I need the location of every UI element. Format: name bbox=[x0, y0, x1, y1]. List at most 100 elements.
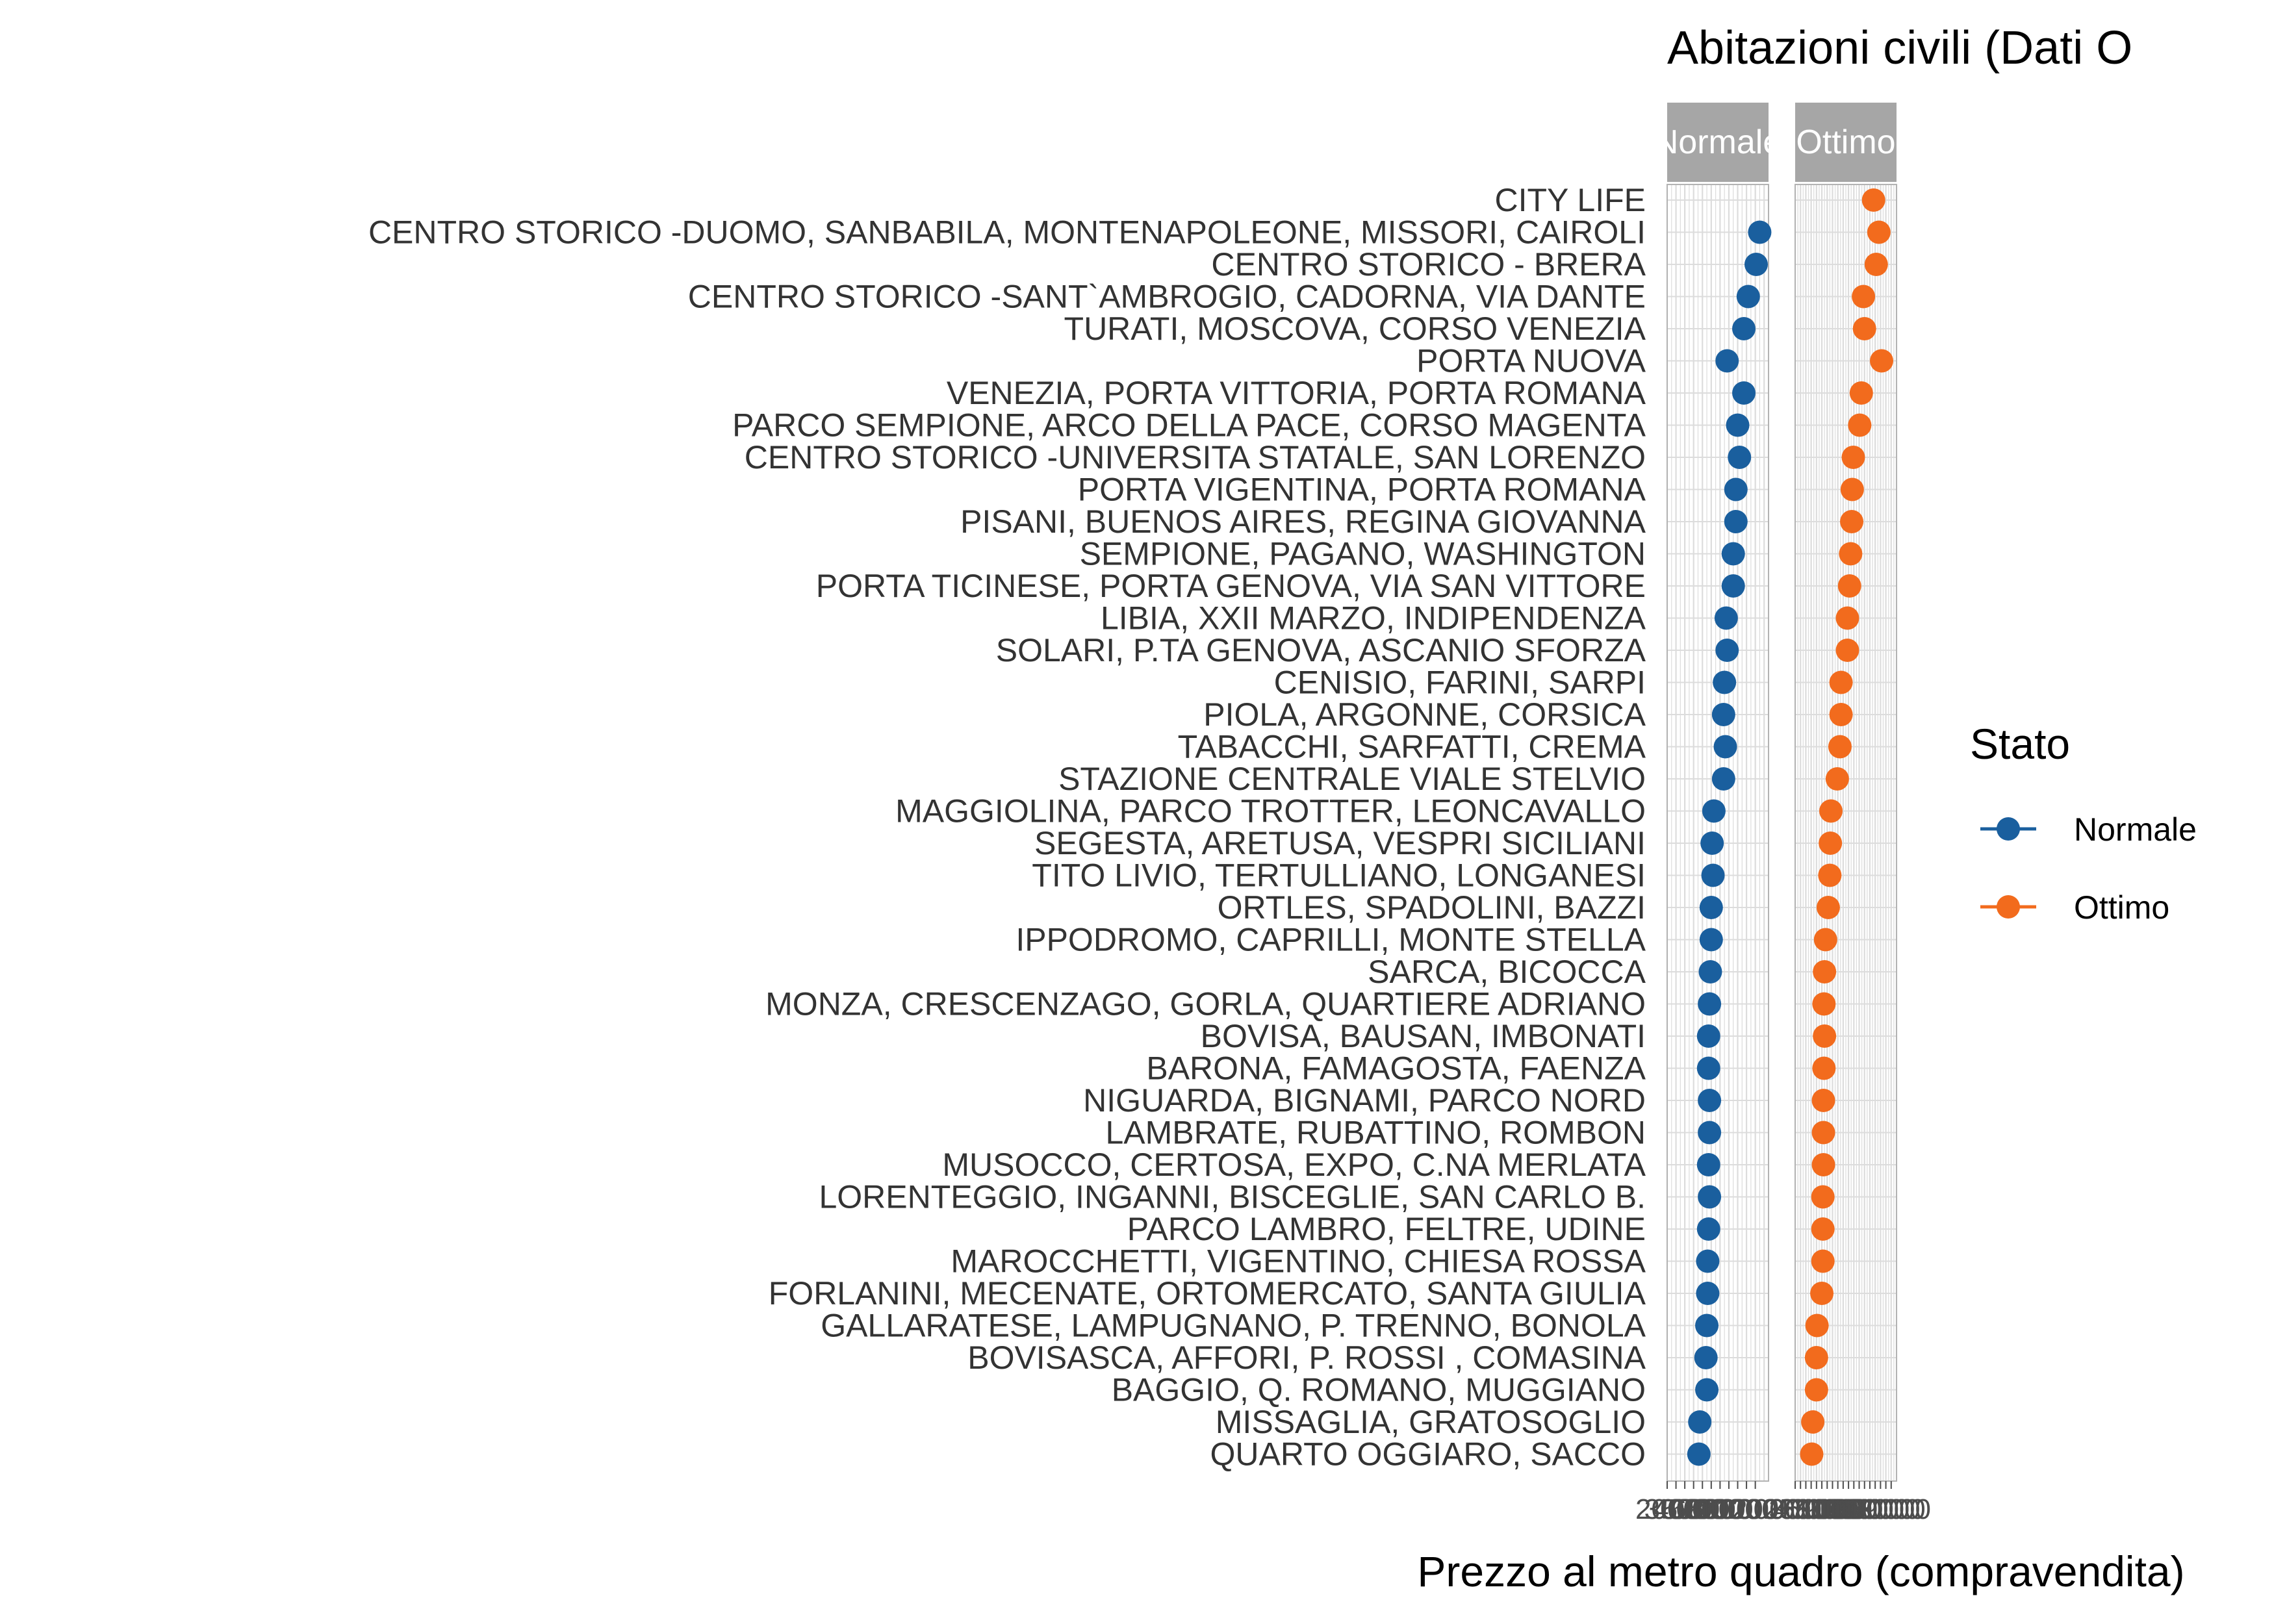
category-label: CENTRO STORICO - BRERA bbox=[1211, 246, 1646, 283]
data-point bbox=[1811, 1249, 1835, 1273]
data-point bbox=[1715, 349, 1739, 373]
x-tick-label: 9000 bbox=[1697, 1493, 1761, 1525]
category-label: VENEZIA, PORTA VITTORIA, PORTA ROMANA bbox=[947, 375, 1646, 411]
data-point bbox=[1861, 188, 1885, 212]
data-point bbox=[1848, 413, 1872, 437]
x-tick-label: 3000 bbox=[1769, 1493, 1832, 1525]
data-point bbox=[1698, 1089, 1722, 1112]
x-tick-label: 15000 bbox=[1825, 1493, 1904, 1525]
data-point bbox=[1840, 510, 1864, 533]
data-point bbox=[1819, 831, 1843, 855]
data-point bbox=[1811, 1185, 1835, 1209]
x-tick-label: 12000 bbox=[1809, 1493, 1888, 1525]
data-point bbox=[1816, 896, 1840, 919]
data-point bbox=[1825, 767, 1849, 791]
data-point bbox=[1813, 960, 1837, 983]
data-point bbox=[1805, 1313, 1829, 1338]
legend-key-dot bbox=[1997, 895, 2020, 919]
data-point bbox=[1867, 220, 1891, 244]
category-label: BAGGIO, Q. ROMANO, MUGGIANO bbox=[1112, 1372, 1646, 1408]
panel-border bbox=[1667, 184, 1769, 1482]
x-tick-label: 18000 bbox=[1841, 1493, 1920, 1525]
category-label: CENTRO STORICO -SANT`AMBROGIO, CADORNA, … bbox=[688, 279, 1646, 315]
data-point bbox=[1828, 735, 1852, 759]
data-point bbox=[1711, 703, 1735, 726]
category-label: MONZA, CRESCENZAGO, GORLA, QUARTIERE ADR… bbox=[765, 986, 1646, 1022]
category-label: MAROCCHETTI, VIGENTINO, CHIESA ROSSA bbox=[951, 1243, 1646, 1280]
data-point bbox=[1721, 574, 1745, 598]
data-point bbox=[1688, 1410, 1712, 1434]
x-tick-label: 8000 bbox=[1795, 1493, 1859, 1525]
x-tick-label: 9000 bbox=[1801, 1493, 1865, 1525]
facet-strip-label: Ottimo bbox=[1796, 123, 1895, 161]
data-point bbox=[1811, 1121, 1835, 1145]
data-point bbox=[1864, 253, 1888, 276]
data-point bbox=[1835, 606, 1859, 630]
x-tick-label: 3000 bbox=[1644, 1493, 1708, 1525]
data-point bbox=[1811, 1089, 1835, 1112]
x-tick-label: 8000 bbox=[1688, 1493, 1752, 1525]
category-label: TABACCHI, SARFATTI, CREMA bbox=[1178, 729, 1646, 765]
category-label: BARONA, FAMAGOSTA, FAENZA bbox=[1146, 1050, 1646, 1087]
legend-title: Stato bbox=[1970, 720, 2070, 768]
x-tick-label: 11000 bbox=[1804, 1493, 1882, 1525]
data-point bbox=[1687, 1442, 1711, 1466]
category-label: TURATI, MOSCOVA, CORSO VENEZIA bbox=[1064, 311, 1646, 347]
data-point bbox=[1810, 1282, 1834, 1305]
x-axis-title: Prezzo al metro quadro (compravendita) bbox=[1417, 1547, 2184, 1595]
category-label: CITY LIFE bbox=[1495, 182, 1646, 218]
x-tick-label: 19000 bbox=[1846, 1493, 1925, 1525]
facet-strip-bg bbox=[1795, 103, 1897, 182]
x-tick-label: 7000 bbox=[1790, 1493, 1854, 1525]
data-point bbox=[1852, 317, 1876, 340]
data-point bbox=[1714, 606, 1738, 630]
facet-strip-bg bbox=[1667, 103, 1769, 182]
data-point bbox=[1829, 703, 1853, 726]
facet-strip-ottimo: Ottimo bbox=[1795, 103, 1897, 182]
panel-border bbox=[1795, 184, 1897, 1482]
x-tick-label: 7000 bbox=[1680, 1493, 1743, 1525]
x-tick-label: 13000 bbox=[1814, 1493, 1893, 1525]
data-point bbox=[1699, 928, 1723, 952]
data-point bbox=[1835, 639, 1859, 662]
x-tick-label: 16000 bbox=[1830, 1493, 1910, 1525]
data-point bbox=[1696, 1282, 1720, 1305]
category-label: CENISIO, FARINI, SARPI bbox=[1274, 665, 1646, 701]
category-label: CENTRO STORICO -DUOMO, SANBABILA, MONTEN… bbox=[368, 214, 1646, 251]
data-point bbox=[1732, 317, 1756, 340]
x-tick-label: 5000 bbox=[1780, 1493, 1843, 1525]
x-tick-label: 17000 bbox=[1835, 1493, 1915, 1525]
data-point bbox=[1829, 670, 1853, 694]
x-tick-label: 4000 bbox=[1774, 1493, 1837, 1525]
data-point bbox=[1813, 928, 1837, 952]
data-point bbox=[1713, 735, 1737, 759]
x-tick-label: 12000 bbox=[1715, 1493, 1795, 1525]
x-tick-label: 14000 bbox=[1819, 1493, 1898, 1525]
legend-key-dot bbox=[1997, 817, 2020, 841]
category-label: LIBIA, XXII MARZO, INDIPENDENZA bbox=[1101, 600, 1646, 637]
x-tick-labels: 2000300040005000600070008000900010000110… bbox=[1635, 1481, 1931, 1525]
data-point bbox=[1696, 1249, 1720, 1273]
data-point bbox=[1715, 639, 1739, 662]
category-label: SEGESTA, ARETUSA, VESPRI SICILIANI bbox=[1034, 825, 1646, 861]
data-point bbox=[1841, 446, 1865, 469]
data-point bbox=[1837, 574, 1861, 598]
data-point bbox=[1804, 1378, 1828, 1402]
category-label: QUARTO OGGIARO, SACCO bbox=[1210, 1436, 1646, 1473]
category-label: ORTLES, SPADOLINI, BAZZI bbox=[1218, 889, 1646, 926]
data-point bbox=[1696, 1217, 1720, 1241]
data-point bbox=[1800, 1442, 1824, 1466]
legend: Stato Normale Ottimo bbox=[1970, 720, 2197, 926]
legend-label: Normale bbox=[2074, 811, 2197, 848]
category-label: SOLARI, P.TA GENOVA, ASCANIO SFORZA bbox=[996, 632, 1646, 668]
legend-item-ottimo: Ottimo bbox=[1980, 889, 2169, 926]
data-point bbox=[1713, 670, 1737, 694]
data-point bbox=[1811, 1217, 1835, 1241]
x-tick-label: 2000 bbox=[1635, 1493, 1699, 1525]
x-tick-label: 11000 bbox=[1708, 1493, 1785, 1525]
data-point bbox=[1698, 992, 1722, 1016]
category-label: FORLANINI, MECENATE, ORTOMERCATO, SANTA … bbox=[769, 1275, 1646, 1312]
data-point bbox=[1819, 799, 1843, 823]
data-point bbox=[1702, 799, 1726, 823]
